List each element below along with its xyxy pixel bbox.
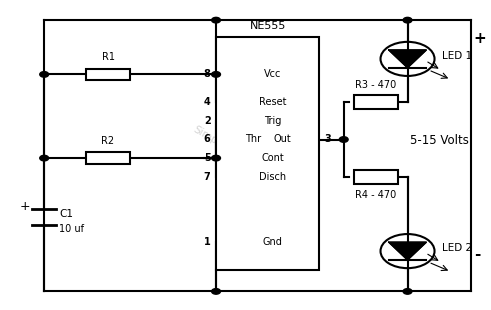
- Polygon shape: [388, 242, 426, 260]
- Text: 4: 4: [204, 97, 211, 107]
- Circle shape: [339, 137, 348, 142]
- Text: Vcc: Vcc: [264, 69, 281, 79]
- Circle shape: [212, 155, 220, 161]
- Bar: [354, 170, 398, 184]
- Bar: [216, 37, 319, 270]
- Circle shape: [403, 289, 412, 294]
- Text: R1: R1: [102, 52, 114, 62]
- Text: 7: 7: [204, 172, 211, 182]
- Circle shape: [212, 17, 220, 23]
- Text: 1: 1: [204, 237, 211, 247]
- Text: R2: R2: [102, 136, 114, 146]
- Text: R4 - 470: R4 - 470: [355, 190, 396, 200]
- Text: Thr: Thr: [245, 135, 261, 144]
- Text: 6: 6: [204, 135, 211, 144]
- Text: 5-15 Volts: 5-15 Volts: [410, 134, 469, 147]
- Text: R3 - 470: R3 - 470: [355, 80, 396, 90]
- Text: NE555: NE555: [249, 21, 286, 31]
- Text: +: +: [19, 200, 30, 213]
- Circle shape: [40, 72, 49, 77]
- Text: LED 2: LED 2: [442, 243, 472, 253]
- Text: Gnd: Gnd: [263, 237, 282, 247]
- Text: Disch: Disch: [259, 172, 286, 182]
- Text: LED 1: LED 1: [442, 51, 472, 61]
- Text: -: -: [474, 247, 480, 262]
- Text: 5: 5: [204, 153, 211, 163]
- Circle shape: [40, 155, 49, 161]
- Text: Trig: Trig: [264, 116, 281, 126]
- Bar: [354, 95, 398, 109]
- Text: C1: C1: [59, 209, 73, 219]
- Text: SimpleCircuitDiagram.Com: SimpleCircuitDiagram.Com: [191, 125, 319, 204]
- Bar: [86, 152, 130, 164]
- Text: Reset: Reset: [259, 97, 286, 107]
- Text: Out: Out: [273, 135, 291, 144]
- Circle shape: [212, 289, 220, 294]
- Text: 10 uf: 10 uf: [59, 224, 84, 234]
- Text: 2: 2: [204, 116, 211, 126]
- Circle shape: [403, 17, 412, 23]
- Text: 8: 8: [204, 69, 211, 79]
- Polygon shape: [388, 50, 426, 68]
- Bar: [86, 69, 130, 80]
- Text: Cont: Cont: [261, 153, 284, 163]
- Circle shape: [212, 72, 220, 77]
- Text: +: +: [474, 31, 487, 46]
- Text: 3: 3: [325, 135, 331, 144]
